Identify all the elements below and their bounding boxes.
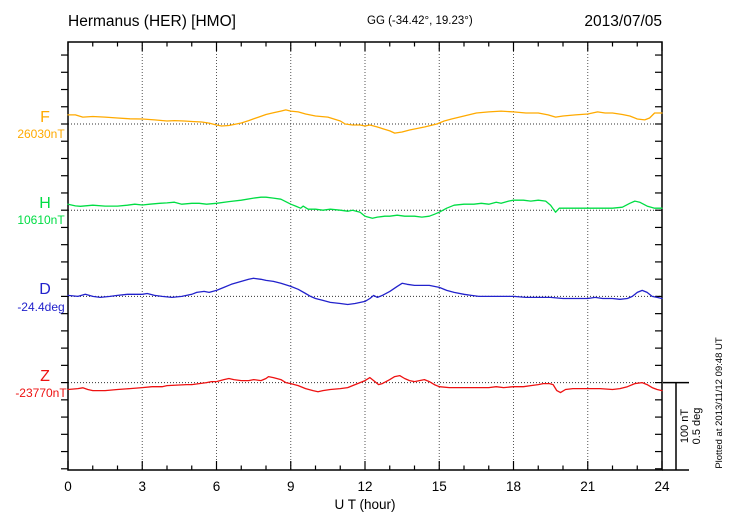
x-tick-label-18: 18 — [506, 479, 521, 494]
x-tick-label-15: 15 — [432, 479, 447, 494]
x-tick-label-6: 6 — [213, 479, 221, 494]
gg-coordinates-label: GG (-34.42°, 19.23°) — [367, 15, 473, 27]
channel-baseline-value-d: -24.4deg — [17, 300, 64, 314]
x-axis-title: U T (hour) — [334, 497, 395, 512]
plot-frame-rect — [67, 41, 663, 471]
channel-letter-z: Z — [40, 368, 50, 385]
x-tick-label-0: 0 — [64, 479, 72, 494]
date-label: 2013/07/05 — [584, 13, 662, 30]
channel-letter-d: D — [39, 281, 51, 298]
curve-Z — [67, 374, 663, 394]
x-tick-label-24: 24 — [654, 479, 670, 494]
x-tick-label-21: 21 — [580, 479, 595, 494]
grid-layer — [141, 42, 589, 470]
x-tick-label-12: 12 — [357, 479, 372, 494]
channel-baseline-value-z: -23770nT — [15, 386, 67, 400]
channel-letter-f: F — [40, 109, 50, 126]
plotted-at-note: Plotted at 2013/11/12 09:48 UT — [714, 337, 725, 469]
scalebar-label-deg: 0.5 deg — [691, 408, 703, 445]
channel-letter-h: H — [39, 195, 51, 212]
x-tick-label-3: 3 — [138, 479, 146, 494]
curve-D — [67, 277, 663, 306]
x-tick-label-9: 9 — [287, 479, 295, 494]
plot-frame — [67, 41, 663, 471]
page-title: Hermanus (HER) [HMO] — [68, 13, 236, 30]
curve-F — [67, 109, 663, 134]
scalebar-label-nt: 100 nT — [679, 409, 691, 444]
curve-H — [67, 196, 663, 219]
scale-bar — [662, 381, 689, 471]
channel-baseline-value-f: 26030nT — [17, 127, 65, 141]
tick-layer — [61, 42, 663, 470]
curve-layer — [67, 109, 663, 394]
channel-baseline-value-h: 10610nT — [17, 213, 65, 227]
